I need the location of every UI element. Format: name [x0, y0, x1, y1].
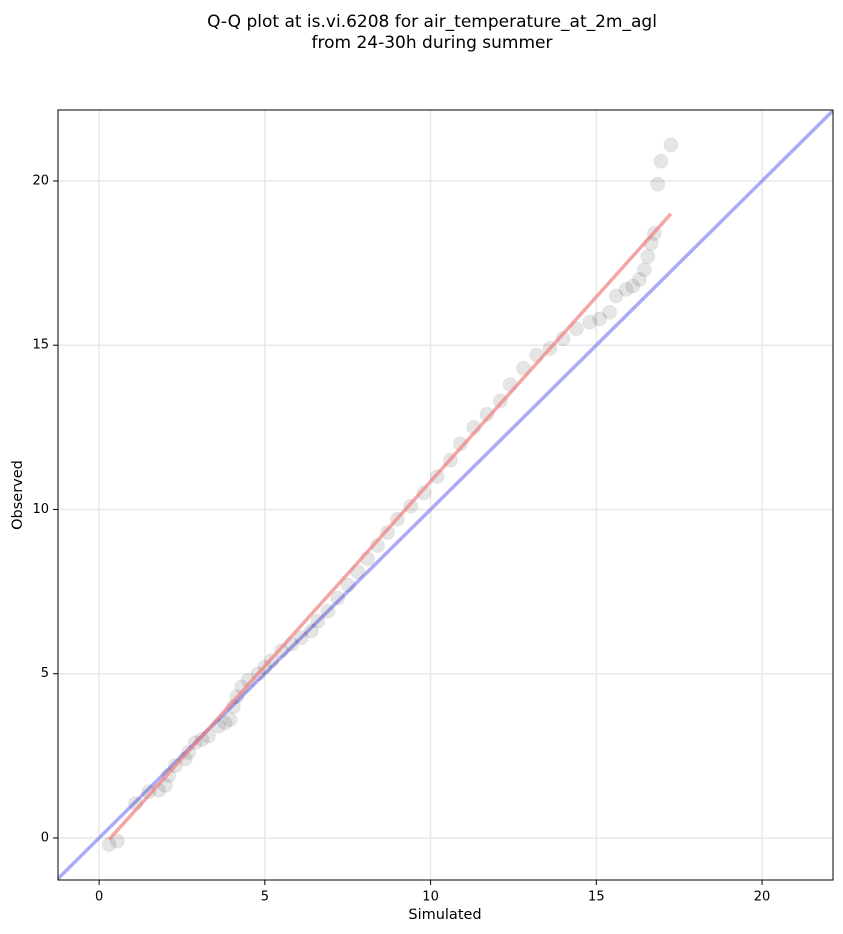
chart-subtitle: from 24-30h during summer	[312, 33, 553, 53]
plot-frame	[57, 109, 834, 881]
point	[194, 731, 210, 747]
point	[592, 311, 608, 327]
point	[416, 485, 432, 501]
point	[640, 249, 656, 265]
y-axis-label: Observed	[10, 460, 26, 530]
point	[320, 603, 336, 619]
point	[310, 613, 326, 629]
point	[109, 833, 125, 849]
point	[636, 262, 652, 278]
x-tick-label: 20	[754, 890, 771, 905]
point	[273, 643, 289, 659]
point	[663, 137, 679, 153]
point	[618, 281, 634, 297]
point	[608, 288, 624, 304]
x-tick-label: 10	[422, 890, 439, 905]
x-tick-label: 15	[588, 890, 605, 905]
y-tick-label: 20	[32, 173, 49, 188]
point	[631, 272, 647, 288]
point	[303, 623, 319, 639]
point	[340, 577, 356, 593]
chart-title: Q-Q plot at is.vi.6208 for air_temperatu…	[207, 12, 657, 32]
fit-line	[107, 212, 673, 841]
x-tick-label: 5	[261, 890, 269, 905]
plot-area	[58, 110, 833, 880]
point	[222, 712, 238, 728]
point	[330, 590, 346, 606]
y-tick-label: 10	[32, 502, 49, 517]
point	[625, 278, 641, 294]
point	[582, 314, 598, 330]
y-tick-label: 0	[41, 830, 49, 845]
point	[141, 784, 157, 800]
x-axis-label: Simulated	[408, 907, 481, 923]
point	[602, 304, 618, 320]
y-tick-label: 5	[41, 666, 49, 681]
point	[293, 630, 309, 646]
point	[650, 176, 666, 192]
y-tick-label: 15	[32, 338, 49, 353]
grid	[58, 110, 833, 880]
x-tick-label: 0	[95, 890, 103, 905]
point	[240, 672, 256, 688]
point	[217, 715, 233, 731]
point	[653, 153, 669, 169]
